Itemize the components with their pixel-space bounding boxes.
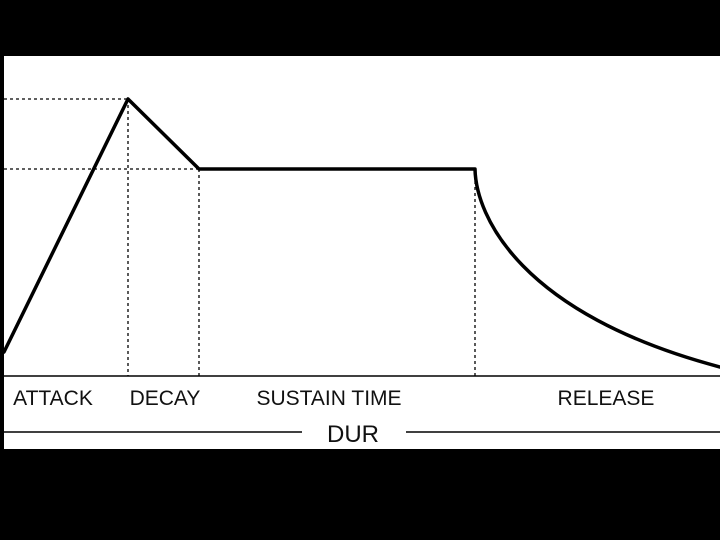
sustain-time-label: SUSTAIN TIME: [256, 387, 401, 410]
diagram-panel: [4, 56, 720, 449]
attack-label: ATTACK: [13, 387, 93, 410]
duration-label: DUR: [327, 421, 379, 448]
decay-label: DECAY: [130, 387, 201, 410]
release-label: RELEASE: [558, 387, 655, 410]
envelope-curve: [2, 97, 720, 369]
